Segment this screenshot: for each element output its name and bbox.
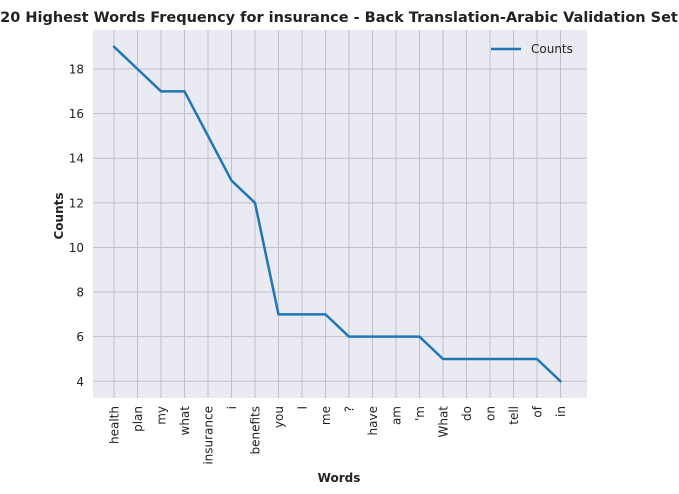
legend: Counts — [491, 42, 573, 56]
y-tick-label: 6 — [76, 330, 84, 344]
x-tick-label: what — [178, 406, 192, 436]
x-tick-label: do — [460, 406, 474, 421]
x-tick-label: in — [554, 406, 568, 417]
x-tick-label: I — [296, 406, 310, 410]
y-tick-label: 4 — [76, 375, 84, 389]
x-tick-label: health — [108, 406, 122, 444]
x-tick-label: on — [484, 406, 498, 421]
x-tick-label: have — [366, 406, 380, 435]
x-tick-label: my — [155, 406, 169, 425]
series-layer — [112, 45, 562, 383]
y-tick-label: 8 — [76, 286, 84, 300]
x-tick-label: of — [531, 405, 545, 417]
x-tick-label: am — [390, 406, 404, 425]
y-tick-label: 18 — [69, 63, 84, 77]
chart-title: 20 Highest Words Frequency for insurance… — [0, 10, 678, 26]
x-tick-label: What — [437, 406, 451, 438]
x-tick-label: insurance — [202, 406, 216, 465]
plot-area — [93, 30, 587, 398]
x-axis-label: Words — [318, 471, 361, 485]
legend-label-counts: Counts — [531, 42, 573, 56]
y-tick-label: 16 — [69, 107, 84, 121]
x-tick-label: 'm — [413, 406, 427, 421]
x-tick-label: you — [272, 406, 286, 428]
x-tick-label: i — [225, 406, 239, 409]
x-tick-label: ? — [343, 406, 357, 412]
y-axis-label: Counts — [52, 192, 66, 239]
x-tick-label: tell — [507, 406, 521, 425]
y-axis-ticks: 4 6 8 10 12 14 16 18 — [69, 63, 84, 389]
series-line-counts — [112, 45, 562, 383]
x-tick-label: benefits — [249, 406, 263, 455]
x-tick-label: plan — [131, 406, 145, 432]
y-tick-label: 14 — [69, 152, 84, 166]
y-tick-label: 10 — [69, 241, 84, 255]
y-tick-label: 12 — [69, 196, 84, 210]
x-tick-label: me — [319, 406, 333, 425]
